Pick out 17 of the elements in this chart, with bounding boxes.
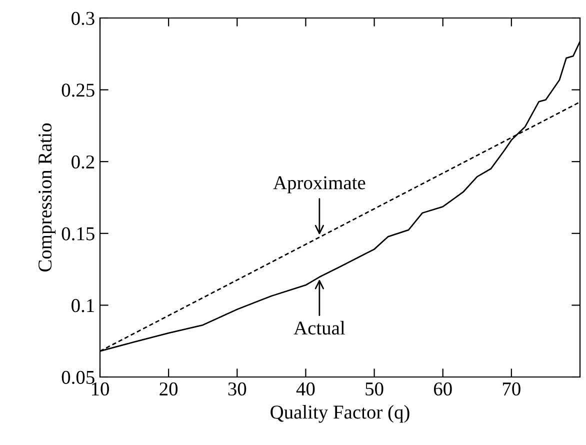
y-tick-label: 0.1 (72, 299, 94, 312)
y-tick-label: 0.05 (62, 370, 94, 384)
y-tick-label: 0.25 (62, 84, 94, 97)
x-axis-title: Quality Factor (q) (270, 405, 410, 423)
x-tick-label: 10 (92, 382, 109, 396)
x-tick-label: 40 (296, 382, 315, 396)
annotation: Actual (294, 320, 345, 335)
x-tick-label: 30 (228, 382, 246, 396)
y-tick-label: 0.2 (72, 155, 94, 169)
annotation: Aproximate (273, 176, 366, 194)
x-tick-label: 70 (502, 382, 520, 396)
y-axis-title: Compression Ratio (38, 123, 56, 272)
x-tick-label: 60 (434, 382, 452, 396)
x-tick-label: 20 (160, 382, 178, 396)
y-tick-label: 0.3 (72, 12, 94, 26)
x-tick-label: 50 (366, 382, 384, 396)
y-tick-label: 0.15 (62, 227, 94, 240)
